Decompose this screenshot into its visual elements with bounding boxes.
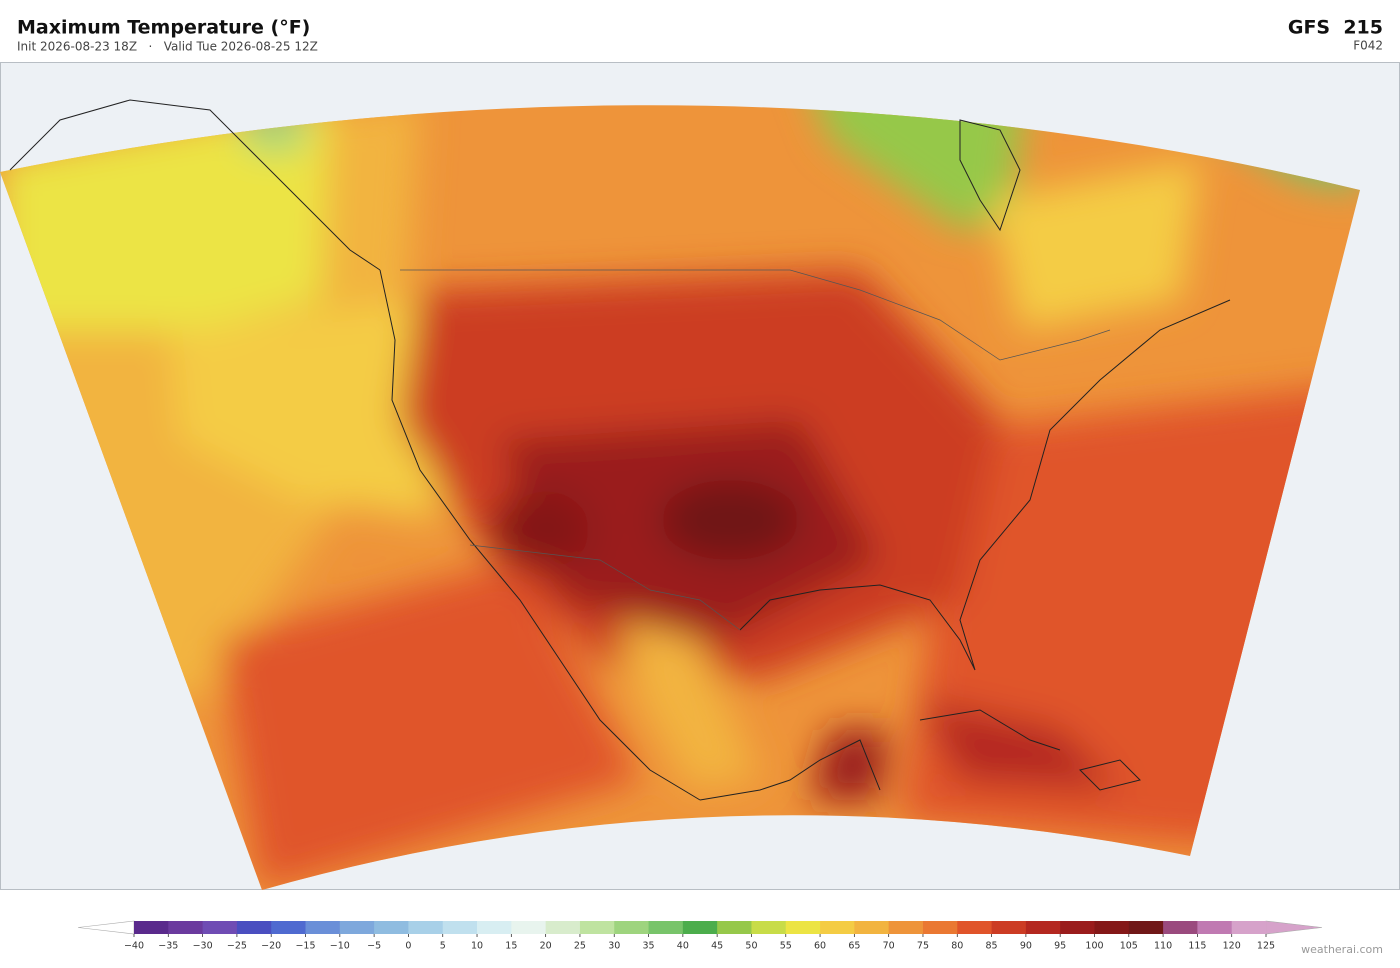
- colorbar-bin: [1197, 921, 1233, 934]
- colorbar-tick-label: 50: [745, 941, 757, 952]
- field-blobs: [0, 105, 1360, 890]
- title: Maximum Temperature (°F): [17, 17, 310, 39]
- colorbar-bin: [1231, 921, 1267, 934]
- colorbar-bin: [854, 921, 890, 934]
- colorbar-under: [77, 920, 135, 935]
- colorbar-tick-label: −25: [227, 941, 247, 952]
- colorbar-bin: [614, 921, 649, 934]
- colorbar-tick-label: 10: [471, 941, 483, 952]
- colorbar-tick-label: 15: [505, 941, 517, 952]
- colorbar-tick-label: 55: [780, 941, 792, 952]
- colorbar-over: [1265, 920, 1323, 935]
- colorbar-tick-label: −30: [193, 941, 213, 952]
- colorbar-bin: [511, 921, 547, 934]
- colorbar-tick-label: 95: [1054, 941, 1066, 952]
- colorbar-bin: [202, 921, 238, 934]
- coastlines: [9, 99, 1231, 801]
- colorbar-tick-label: 100: [1085, 941, 1103, 952]
- colorbar-tick-label: 75: [917, 941, 929, 952]
- colorbar-tick-label: 80: [951, 941, 963, 952]
- colorbar-bin: [751, 921, 787, 934]
- colorbar-tick-label: 85: [986, 941, 998, 952]
- colorbar-bin: [236, 921, 272, 934]
- model-name: GFS 215: [1288, 17, 1383, 39]
- colorbar-bin: [305, 921, 341, 934]
- colorbar-tick-label: 60: [814, 941, 826, 952]
- colorbar-bin: [717, 921, 752, 934]
- subtitle: Init 2026-08-23 18Z · Valid Tue 2026-08-…: [17, 40, 318, 54]
- colorbar-tick-label: 105: [1120, 941, 1138, 952]
- colorbar-bin: [1128, 921, 1164, 934]
- colorbar-tick-label: 90: [1020, 941, 1032, 952]
- colorbar-bin: [648, 921, 684, 934]
- colorbar-bin: [820, 921, 855, 934]
- colorbar-tick-label: 35: [642, 941, 654, 952]
- forecast-hour: F042: [1353, 39, 1383, 53]
- colorbar-bin: [271, 921, 306, 934]
- colorbar-bin: [785, 921, 821, 934]
- colorbar-tick-label: −5: [367, 941, 381, 952]
- colorbar-bin: [545, 921, 581, 934]
- credit: weatherai.com: [1301, 943, 1383, 956]
- colorbar-bin: [339, 921, 375, 934]
- borders: [400, 269, 1111, 631]
- colorbar-bin: [408, 921, 444, 934]
- colorbar-bin: [957, 921, 992, 934]
- colorbar-tick-label: 45: [711, 941, 723, 952]
- colorbar-bin: [477, 921, 512, 934]
- colorbar-tick-label: 25: [574, 941, 586, 952]
- colorbar-bin: [1163, 921, 1198, 934]
- colorbar-bin: [682, 921, 718, 934]
- colorbar-tick-label: 115: [1188, 941, 1206, 952]
- colorbar-tick-label: −35: [158, 941, 178, 952]
- colorbar-bin: [991, 921, 1027, 934]
- colorbar-bin: [1060, 921, 1095, 934]
- colorbar-bin: [168, 921, 204, 934]
- colorbar-tick-label: 40: [677, 941, 689, 952]
- colorbar-tick-label: 5: [440, 941, 446, 952]
- colorbar-bin: [579, 921, 615, 934]
- colorbar-tick-label: −40: [124, 941, 144, 952]
- colorbar-bin: [442, 921, 478, 934]
- colorbar-bin: [888, 921, 924, 934]
- colorbar-bin: [374, 921, 409, 934]
- colorbar-tick-label: 0: [405, 941, 411, 952]
- colorbar-bin: [1094, 921, 1130, 934]
- colorbar-bin: [134, 921, 169, 934]
- colorbar-bin: [1025, 921, 1061, 934]
- colorbar-bin: [922, 921, 958, 934]
- colorbar-tick-label: −15: [295, 941, 315, 952]
- colorbar: −40 −35 −30 −25 −20 −15 −10 −5 0 5 10 15 20 25 30 35 40 4…: [77, 920, 1323, 952]
- colorbar-tick-label: 125: [1257, 941, 1275, 952]
- colorbar-tick-label: −10: [330, 941, 350, 952]
- colorbar-tick-label: 65: [848, 941, 860, 952]
- colorbar-tick-label: 70: [883, 941, 895, 952]
- colorbar-tick-label: 20: [540, 941, 552, 952]
- colorbar-tick-label: 30: [608, 941, 620, 952]
- temperature-field: [0, 105, 1360, 890]
- colorbar-tick-label: −20: [261, 941, 281, 952]
- colorbar-tick-label: 110: [1154, 941, 1172, 952]
- colorbar-tick-label: 120: [1223, 941, 1241, 952]
